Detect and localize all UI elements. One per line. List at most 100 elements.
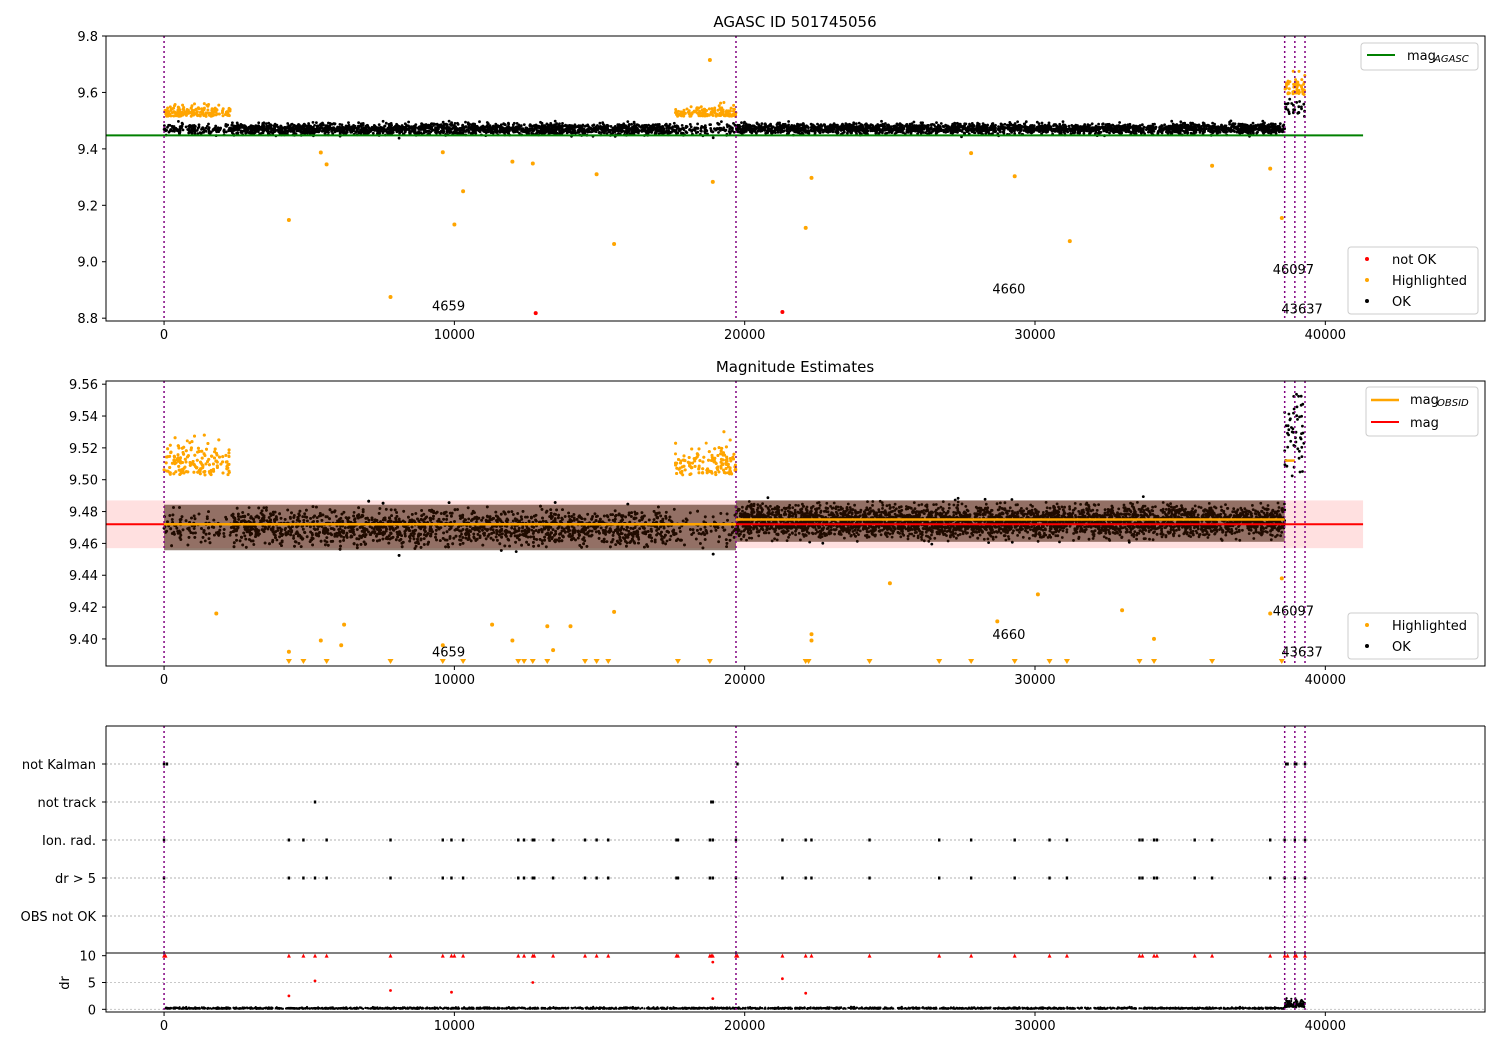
ok-point	[769, 127, 772, 131]
ok-point	[586, 123, 590, 127]
ok-point	[284, 129, 288, 133]
ok-point	[1013, 132, 1017, 136]
highlighted-point	[1067, 239, 1072, 244]
ok-point	[757, 126, 761, 129]
highlighted-point	[697, 106, 701, 110]
highlighted-point	[728, 114, 731, 118]
highlighted-point	[1285, 81, 1289, 85]
highlighted-point	[713, 110, 717, 114]
ok-point	[563, 124, 567, 127]
ok-point	[857, 121, 861, 125]
ok-point	[367, 126, 371, 130]
highlighted-point	[710, 110, 713, 114]
ok-point	[1103, 127, 1107, 131]
ok-point	[672, 128, 676, 132]
ok-point	[397, 136, 401, 140]
ok-point	[1132, 130, 1135, 134]
ok-point	[279, 124, 283, 128]
y-tick-label: 8.8	[77, 312, 98, 327]
ok-point	[858, 131, 862, 135]
ok-point	[866, 129, 869, 133]
legend-marker	[1365, 278, 1369, 282]
ok-point	[338, 125, 341, 129]
ok-point	[563, 129, 567, 133]
highlighted-point	[178, 114, 182, 118]
highlighted-point	[510, 159, 515, 164]
ok-point	[189, 129, 193, 133]
ok-point	[480, 127, 483, 131]
ok-point	[1259, 123, 1262, 127]
ok-point	[340, 128, 344, 132]
ok-point	[770, 129, 774, 133]
ok-point	[906, 130, 910, 134]
ok-point	[1107, 125, 1111, 129]
ok-point	[1255, 131, 1259, 135]
ok-point	[976, 121, 979, 125]
highlighted-point	[214, 110, 218, 114]
ok-point	[279, 129, 283, 133]
ok-point	[766, 131, 769, 134]
ok-point	[968, 128, 972, 132]
ok-point	[576, 131, 580, 134]
y-tick-label: 9.2	[77, 199, 98, 214]
ok-point	[926, 124, 930, 127]
ok-point	[924, 131, 927, 135]
ok-point	[1097, 130, 1101, 134]
ok-point	[338, 129, 341, 133]
ok-point	[1243, 123, 1247, 127]
ok-point	[750, 131, 754, 135]
ok-point	[355, 126, 358, 130]
ok-point	[682, 128, 686, 132]
ok-point	[778, 121, 781, 125]
ok-point	[728, 127, 732, 131]
ok-point	[633, 129, 637, 133]
ok-point	[539, 120, 542, 124]
highlighted-point	[173, 103, 177, 106]
ok-point	[450, 124, 453, 127]
highlighted-point	[969, 151, 974, 156]
ok-point	[302, 125, 306, 129]
highlighted-point	[722, 114, 726, 118]
highlighted-point	[195, 110, 199, 114]
ok-point	[673, 124, 677, 128]
ok-point	[912, 128, 915, 131]
ok-point	[216, 129, 220, 133]
ok-point	[1197, 128, 1201, 132]
ok-point	[414, 123, 418, 126]
ok-point	[620, 126, 624, 130]
ok-point	[1111, 123, 1114, 127]
ok-point	[1077, 126, 1081, 129]
highlighted-point	[732, 103, 736, 107]
highlighted-point	[699, 105, 703, 109]
highlighted-point	[713, 106, 717, 110]
highlighted-point	[1286, 91, 1290, 95]
ok-point	[961, 127, 965, 131]
ok-point	[980, 131, 983, 135]
ok-point	[1290, 102, 1294, 105]
ok-point	[895, 122, 899, 126]
ok-point	[222, 129, 226, 133]
not-ok-point	[780, 310, 785, 314]
x-tick-label: 30000	[1014, 328, 1055, 343]
ok-point	[736, 127, 740, 131]
ok-point	[328, 126, 332, 130]
legend-box	[1347, 246, 1479, 315]
ok-point	[309, 131, 313, 135]
ok-point	[177, 120, 180, 123]
ok-point	[1097, 122, 1100, 126]
ok-point	[1171, 124, 1175, 128]
ok-point	[470, 123, 474, 127]
ok-point	[680, 131, 683, 135]
ok-point	[330, 130, 333, 133]
ok-point	[321, 123, 325, 127]
ok-point	[1076, 128, 1080, 132]
ok-point	[535, 127, 538, 130]
ok-point	[1032, 129, 1036, 133]
ok-point	[875, 128, 879, 132]
ok-point	[1121, 124, 1125, 128]
ok-point	[1061, 120, 1065, 123]
ok-point	[524, 126, 528, 130]
ok-point	[325, 124, 329, 128]
ok-point	[1039, 125, 1043, 128]
ok-point	[1088, 124, 1092, 127]
